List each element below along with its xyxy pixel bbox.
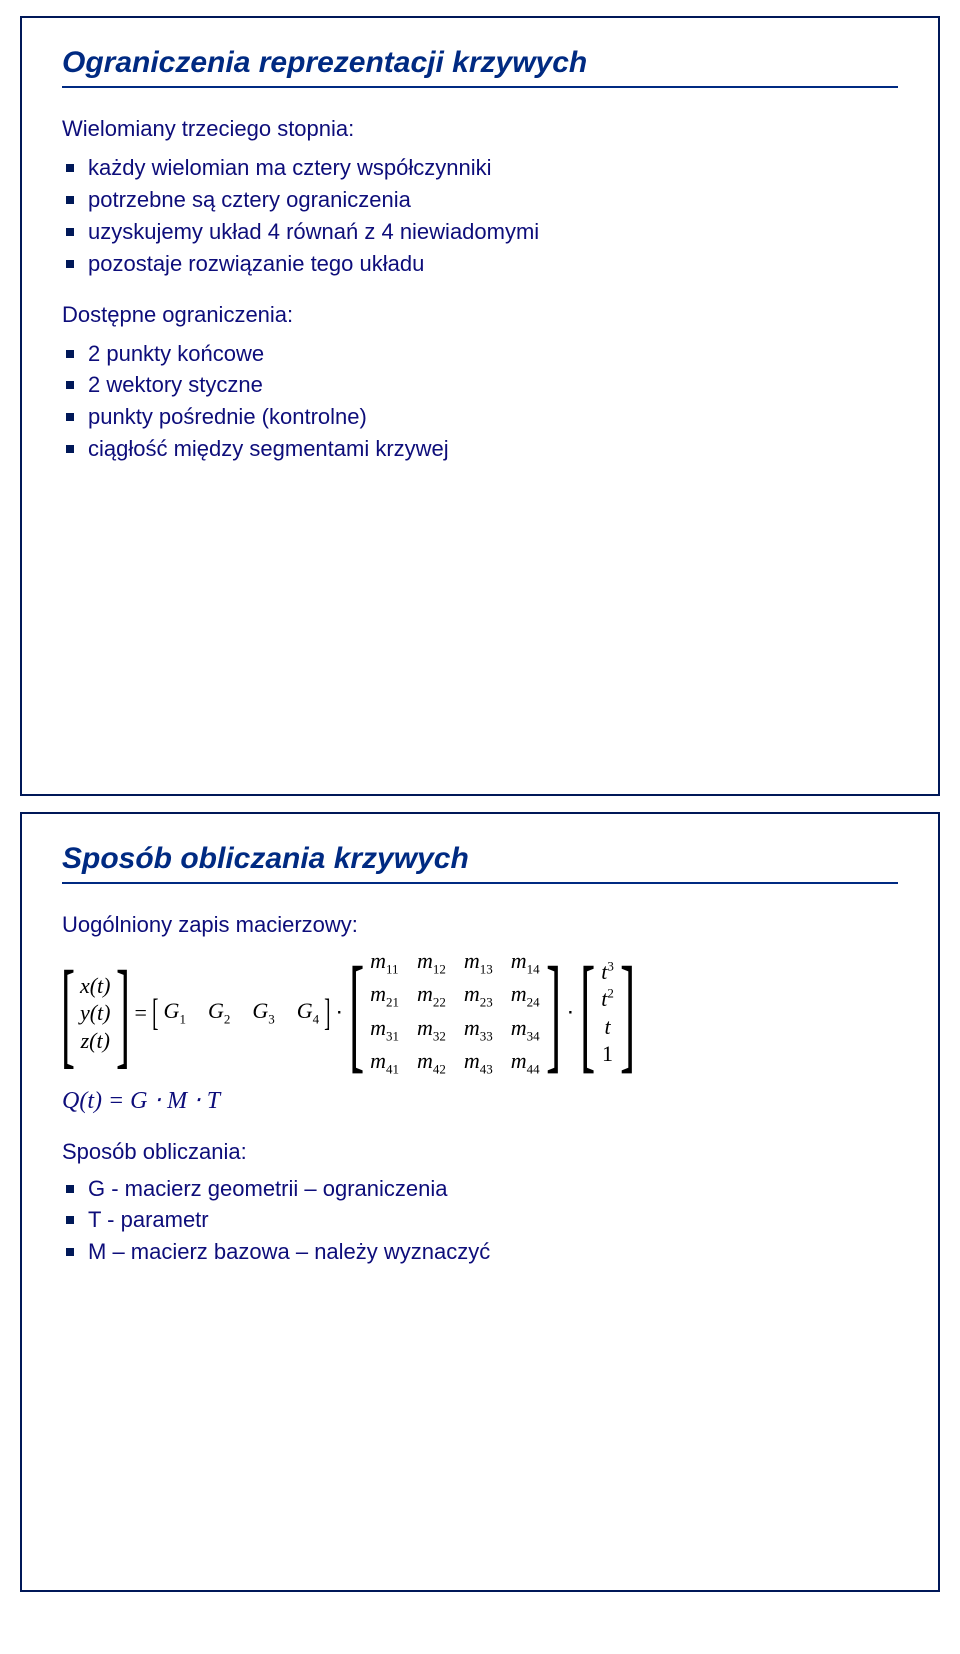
lead-available: Dostępne ograniczenia: [62,302,898,328]
g-entry: G3 [252,998,274,1027]
title-rule [62,882,898,884]
m-entry: m32 [417,1015,446,1044]
m-entry: m11 [370,948,399,977]
m-entry: m33 [464,1015,493,1044]
m-entry: m44 [511,1048,540,1077]
bullets-polynomials: każdy wielomian ma cztery współczynniki … [62,152,898,280]
m-entry: m41 [370,1048,399,1077]
rbracket-icon: ] [115,965,129,1061]
t-entry: t3 [601,958,614,986]
equals: = [134,1000,146,1026]
q-equation: Q(t) = G ⋅ M ⋅ T [62,1086,898,1115]
slide-title: Ograniczenia reprezentacji krzywych [62,46,898,80]
m-entry: m22 [417,981,446,1010]
list-item: pozostaje rozwiązanie tego układu [62,248,898,280]
m-entry: m12 [417,948,446,977]
lbracket-icon: [ [152,991,158,1035]
m-matrix: m11 m12 m13 m14 m21 m22 m23 m24 m31 m32 … [370,948,540,1078]
m-entry: m13 [464,948,493,977]
lbracket-icon: [ [349,961,364,1065]
dot: ⋅ [567,1000,574,1026]
lead-method: Sposób obliczania: [62,1139,898,1165]
list-item: punkty pośrednie (kontrolne) [62,401,898,433]
bullets-available: 2 punkty końcowe 2 wektory styczne punkt… [62,338,898,466]
slide-constraints: Ograniczenia reprezentacji krzywych Wiel… [20,16,940,796]
m-entry: m42 [417,1048,446,1077]
vec-entry: x(t) [80,972,111,1000]
list-item: każdy wielomian ma cztery współczynniki [62,152,898,184]
t-entry: 1 [602,1040,613,1068]
lead-matrix-form: Uogólniony zapis macierzowy: [62,912,898,938]
m-entry: m31 [370,1015,399,1044]
g-row: G1 G2 G3 G4 [164,998,320,1027]
m-entry: m43 [464,1048,493,1077]
lbracket-icon: [ [61,965,75,1061]
rbracket-icon: ] [620,961,635,1065]
t-entry: t [604,1013,610,1041]
list-item: T - parametr [62,1204,898,1236]
lbracket-icon: [ [580,961,595,1065]
m-entry: m34 [511,1015,540,1044]
title-rule [62,86,898,88]
t-entry: t2 [601,985,614,1013]
g-entry: G1 [164,998,186,1027]
list-item: potrzebne są cztery ograniczenia [62,184,898,216]
list-item: uzyskujemy układ 4 równań z 4 niewiadomy… [62,216,898,248]
vec-entry: y(t) [80,999,111,1027]
g-entry: G4 [297,998,319,1027]
dot: ⋅ [336,1000,343,1026]
rbracket-icon: ] [324,991,330,1035]
m-entry: m24 [511,981,540,1010]
m-entry: m14 [511,948,540,977]
list-item: 2 punkty końcowe [62,338,898,370]
list-item: 2 wektory styczne [62,369,898,401]
list-item: ciągłość między segmentami krzywej [62,433,898,465]
list-item: M – macierz bazowa – należy wyznaczyć [62,1236,898,1268]
m-entry: m23 [464,981,493,1010]
m-entry: m21 [370,981,399,1010]
rbracket-icon: ] [546,961,561,1065]
t-vector: t3 t2 t 1 [601,958,614,1068]
list-item: G - macierz geometrii – ograniczenia [62,1173,898,1205]
vector-xyz: x(t) y(t) z(t) [80,972,111,1055]
slide-computation: Sposób obliczania krzywych Uogólniony za… [20,812,940,1592]
vec-entry: z(t) [81,1027,110,1055]
lead-polynomials: Wielomiany trzeciego stopnia: [62,116,898,142]
g-entry: G2 [208,998,230,1027]
matrix-equation: [ x(t) y(t) z(t) ] = [ G1 G2 G3 G4 ] ⋅ [… [62,948,898,1078]
slide-title: Sposób obliczania krzywych [62,842,898,876]
bullets-method: G - macierz geometrii – ograniczenia T -… [62,1173,898,1269]
